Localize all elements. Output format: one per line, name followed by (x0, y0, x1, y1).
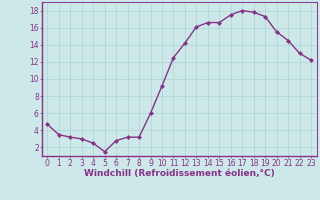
X-axis label: Windchill (Refroidissement éolien,°C): Windchill (Refroidissement éolien,°C) (84, 169, 275, 178)
